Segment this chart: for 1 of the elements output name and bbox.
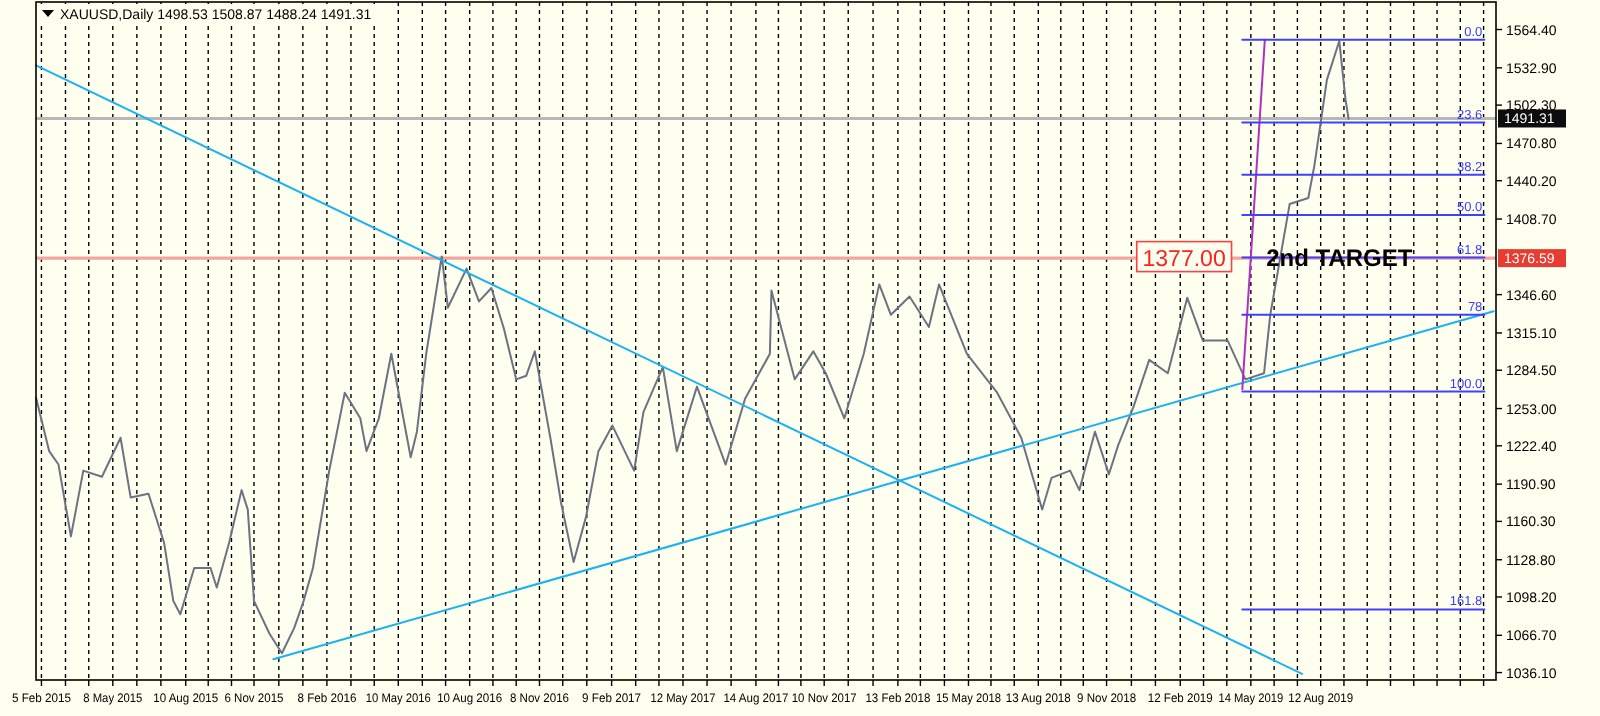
annotation: 1377.00 (1142, 247, 1226, 272)
